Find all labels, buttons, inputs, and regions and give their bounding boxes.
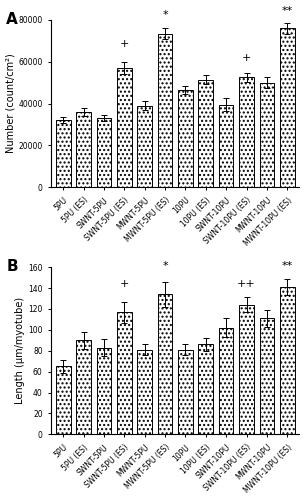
Bar: [137, 106, 152, 187]
Bar: [117, 312, 132, 434]
Bar: [280, 28, 295, 187]
Y-axis label: Length (μm/myotube): Length (μm/myotube): [16, 297, 25, 405]
Bar: [117, 68, 132, 187]
Text: +: +: [120, 39, 129, 49]
Bar: [199, 344, 213, 434]
Y-axis label: Number (count/cm²): Number (count/cm²): [5, 54, 16, 154]
Bar: [97, 118, 111, 187]
Bar: [178, 350, 193, 434]
Text: +: +: [242, 53, 251, 63]
Bar: [158, 294, 172, 434]
Text: A: A: [6, 12, 18, 26]
Bar: [76, 340, 91, 434]
Bar: [97, 348, 111, 434]
Bar: [280, 287, 295, 434]
Bar: [137, 350, 152, 434]
Bar: [239, 78, 254, 187]
Text: +: +: [120, 279, 129, 289]
Bar: [219, 104, 233, 187]
Bar: [158, 34, 172, 187]
Text: **: **: [282, 262, 293, 272]
Bar: [178, 90, 193, 187]
Bar: [199, 80, 213, 187]
Text: **: **: [282, 6, 293, 16]
Text: ++: ++: [237, 279, 256, 289]
Text: *: *: [162, 262, 168, 272]
Bar: [56, 120, 70, 187]
Bar: [239, 305, 254, 434]
Text: B: B: [6, 259, 18, 274]
Bar: [56, 366, 70, 434]
Bar: [219, 328, 233, 434]
Text: *: *: [162, 10, 168, 20]
Bar: [260, 82, 274, 187]
Bar: [260, 318, 274, 434]
Bar: [76, 112, 91, 187]
